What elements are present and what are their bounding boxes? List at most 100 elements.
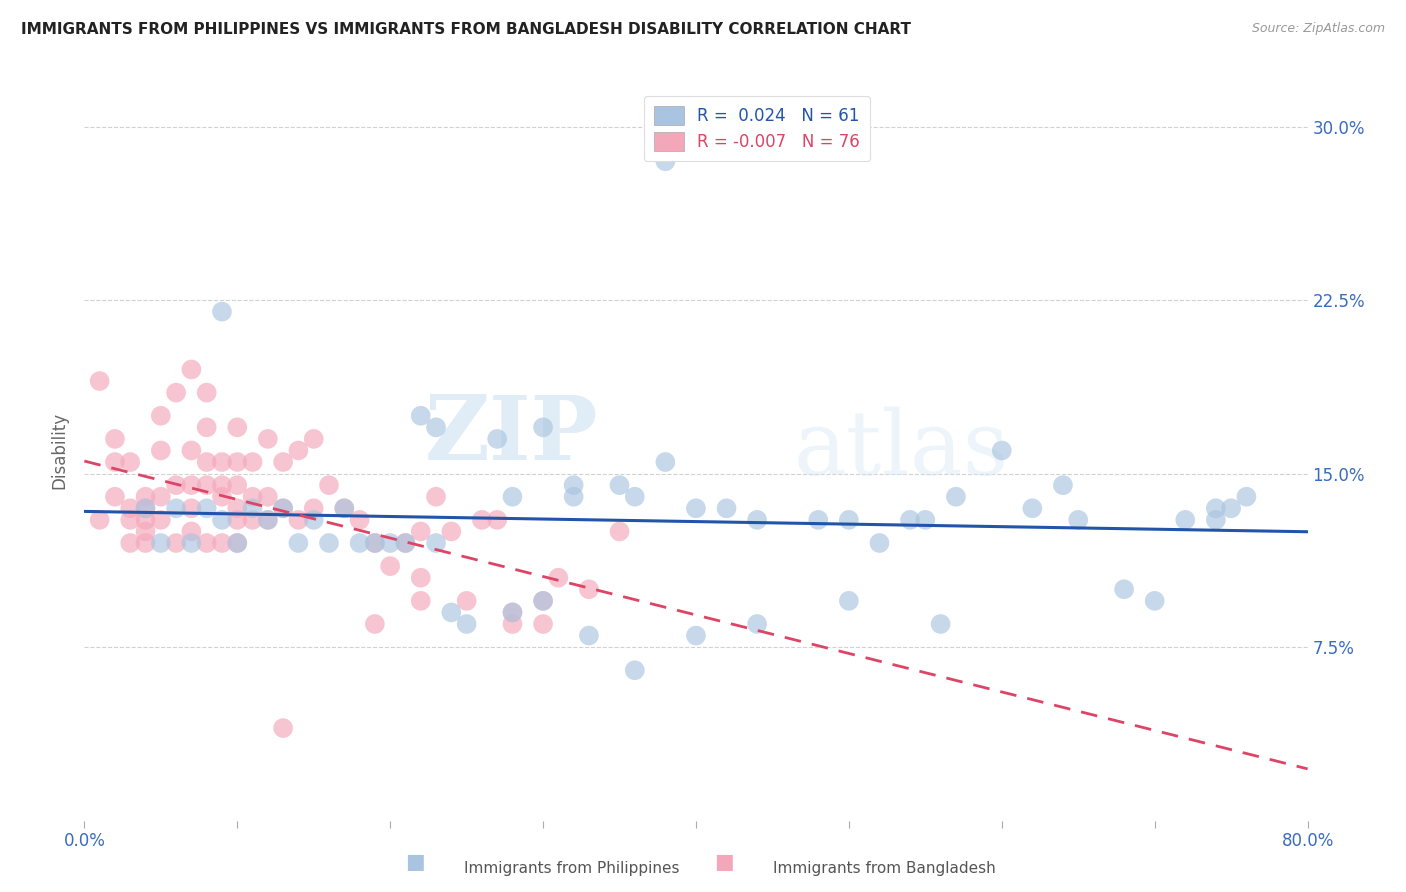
Point — [1143, 594, 1166, 608]
Point — [654, 154, 676, 169]
Point — [929, 617, 952, 632]
Point — [531, 594, 554, 608]
Point — [838, 594, 860, 608]
Point — [502, 617, 524, 632]
Point — [425, 490, 447, 504]
Point — [531, 420, 554, 434]
Point — [471, 513, 494, 527]
Text: Source: ZipAtlas.com: Source: ZipAtlas.com — [1251, 22, 1385, 36]
Point — [195, 478, 218, 492]
Point — [685, 501, 707, 516]
Text: ZIP: ZIP — [425, 392, 598, 479]
Point — [1236, 490, 1258, 504]
Point — [456, 617, 478, 632]
Point — [624, 490, 647, 504]
Point — [180, 443, 202, 458]
Point — [165, 385, 187, 400]
Point — [226, 420, 249, 434]
Text: Immigrants from Bangladesh: Immigrants from Bangladesh — [773, 861, 995, 876]
Point — [1205, 513, 1227, 527]
Point — [211, 490, 233, 504]
Point — [945, 490, 967, 504]
Point — [991, 443, 1014, 458]
Point — [609, 478, 631, 492]
Point — [1220, 501, 1243, 516]
Point — [807, 513, 830, 527]
Point — [226, 513, 249, 527]
Point — [654, 455, 676, 469]
Point — [302, 513, 325, 527]
Point — [747, 617, 769, 632]
Point — [211, 455, 233, 469]
Point — [211, 478, 233, 492]
Point — [287, 513, 309, 527]
Point — [120, 501, 142, 516]
Point — [409, 409, 432, 423]
Point — [425, 420, 447, 434]
Point — [349, 513, 371, 527]
Point — [685, 628, 707, 642]
Point — [135, 490, 157, 504]
Point — [394, 536, 416, 550]
Point — [486, 513, 509, 527]
Point — [120, 513, 142, 527]
Point — [180, 536, 202, 550]
Point — [135, 501, 157, 516]
Text: IMMIGRANTS FROM PHILIPPINES VS IMMIGRANTS FROM BANGLADESH DISABILITY CORRELATION: IMMIGRANTS FROM PHILIPPINES VS IMMIGRANT… — [21, 22, 911, 37]
Point — [195, 420, 218, 434]
Point — [89, 513, 111, 527]
Point — [318, 478, 340, 492]
Point — [302, 432, 325, 446]
Point — [149, 536, 172, 550]
Point — [914, 513, 936, 527]
Point — [364, 617, 387, 632]
Point — [149, 513, 172, 527]
Point — [120, 455, 142, 469]
Point — [1205, 501, 1227, 516]
Point — [271, 501, 294, 516]
Y-axis label: Disability: Disability — [51, 412, 69, 489]
Point — [226, 478, 249, 492]
Point — [456, 594, 478, 608]
Point — [271, 721, 294, 735]
Point — [502, 606, 524, 620]
Point — [869, 536, 891, 550]
Point — [1174, 513, 1197, 527]
Point — [242, 490, 264, 504]
Point — [242, 455, 264, 469]
Point — [104, 432, 127, 446]
Point — [120, 536, 142, 550]
Point — [562, 490, 585, 504]
Point — [149, 409, 172, 423]
Point — [302, 501, 325, 516]
Point — [333, 501, 356, 516]
Point — [135, 501, 157, 516]
Point — [838, 513, 860, 527]
Point — [195, 536, 218, 550]
Point — [747, 513, 769, 527]
Point — [226, 536, 249, 550]
Text: atlas: atlas — [794, 407, 1010, 494]
Point — [195, 455, 218, 469]
Point — [165, 501, 187, 516]
Point — [211, 536, 233, 550]
Point — [380, 559, 402, 574]
Legend: R =  0.024   N = 61, R = -0.007   N = 76: R = 0.024 N = 61, R = -0.007 N = 76 — [644, 96, 870, 161]
Point — [149, 443, 172, 458]
Point — [180, 524, 202, 539]
Point — [440, 606, 463, 620]
Point — [104, 455, 127, 469]
Point — [1021, 501, 1043, 516]
Point — [242, 513, 264, 527]
Point — [195, 385, 218, 400]
Point — [349, 536, 371, 550]
Point — [531, 594, 554, 608]
Point — [287, 443, 309, 458]
Point — [104, 490, 127, 504]
Point — [409, 571, 432, 585]
Point — [287, 536, 309, 550]
Point — [547, 571, 569, 585]
Point — [165, 536, 187, 550]
Point — [333, 501, 356, 516]
Point — [180, 478, 202, 492]
